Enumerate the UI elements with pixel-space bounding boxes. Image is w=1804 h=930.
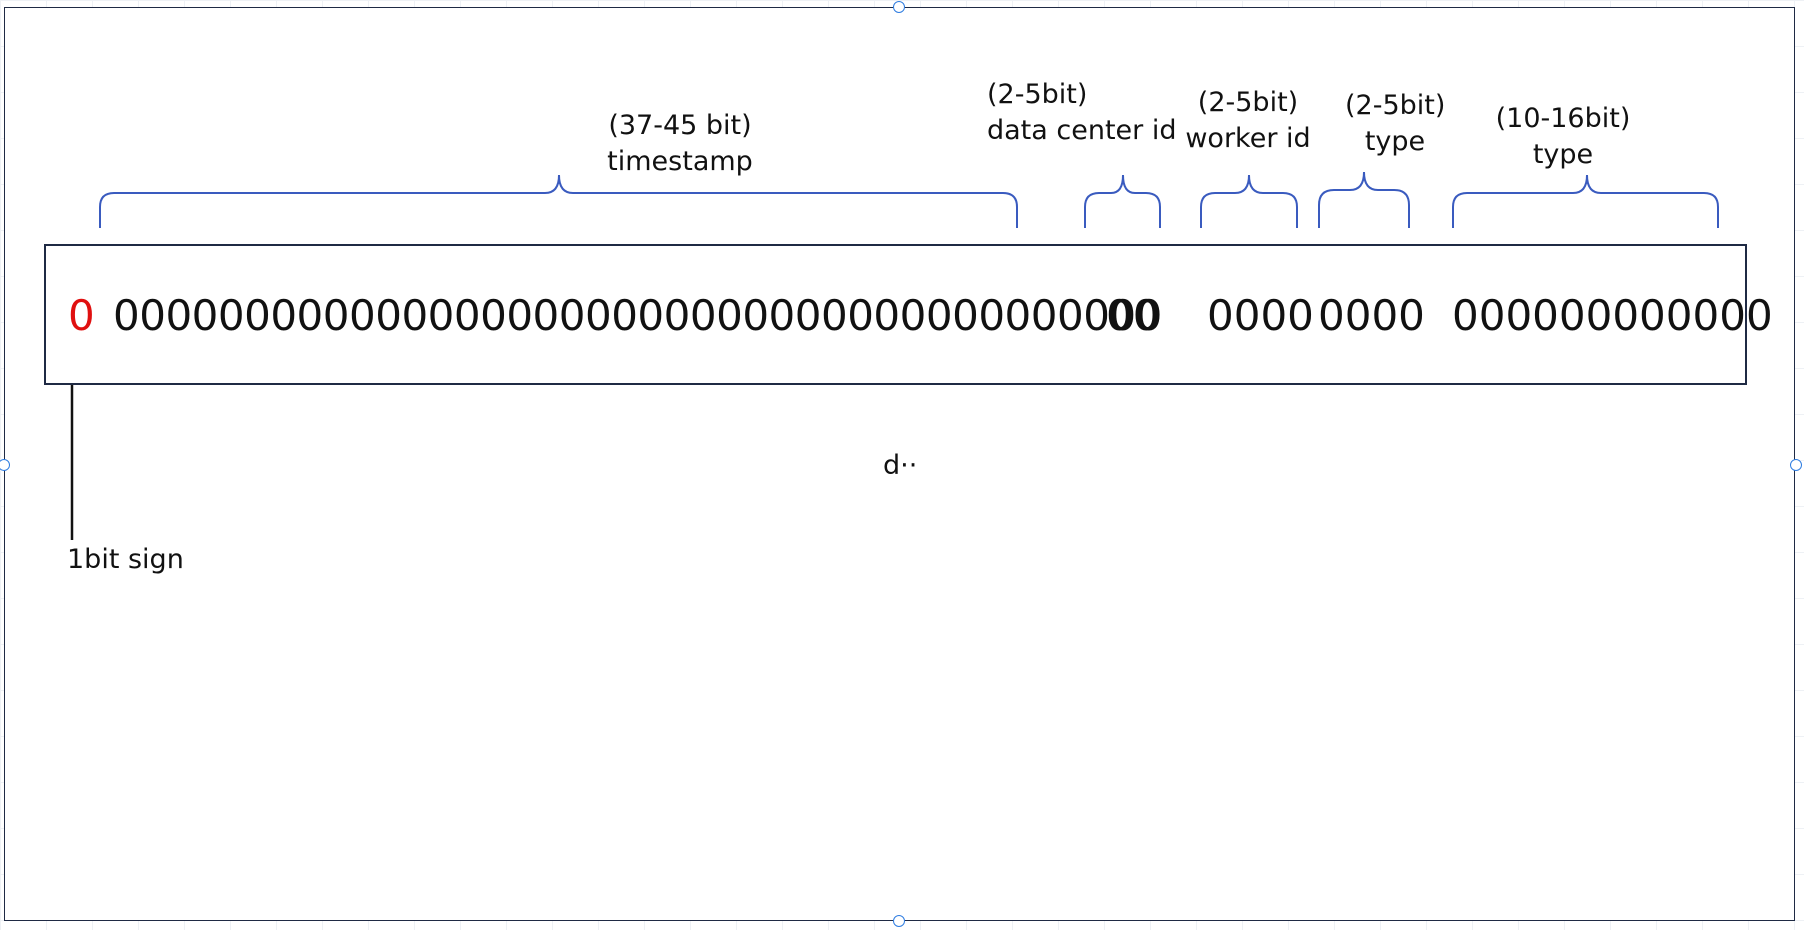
resize-handle-top[interactable] [893,1,905,13]
resize-handle-left[interactable] [0,459,10,471]
type-2-name: type [1532,139,1594,170]
type-bits: 0000 [1318,291,1425,340]
type-label: (2-5bit) type [1345,88,1445,160]
data-center-id-bits: 00 [1106,291,1160,340]
resize-handle-bottom[interactable] [893,915,905,927]
type-name: type [1364,126,1426,157]
worker-id-label: (2-5bit) worker id [1178,85,1318,157]
resize-handle-right[interactable] [1790,459,1802,471]
data-center-id-range: (2-5bit) [987,79,1088,110]
sign-bit: 0 [68,291,95,340]
worker-id-range: (2-5bit) [1197,87,1299,118]
data-center-id-name: data center id [987,115,1177,146]
timestamp-label: (37-45 bit) timestamp [600,108,760,180]
type-range: (2-5bit) [1345,90,1446,121]
sign-label: 1bit sign [67,544,184,575]
data-center-id-label: (2-5bit) data center id [987,77,1177,149]
timestamp-range: (37-45 bit) [608,110,752,141]
worker-id-bits: 0000 [1207,291,1314,340]
type-2-range: (10-16bit) [1495,103,1631,134]
timestamp-name: timestamp [607,146,753,177]
worker-id-name: worker id [1185,123,1311,154]
timestamp-bits: 0000000000000000000000000000000000000000 [113,291,1162,340]
bits-box [44,244,1747,385]
stray-text[interactable]: d·· [883,450,918,481]
type-2-label: (10-16bit) type [1493,101,1633,173]
diagram-frame[interactable] [4,7,1795,921]
type-bits-2: 000000000000 [1452,291,1773,340]
